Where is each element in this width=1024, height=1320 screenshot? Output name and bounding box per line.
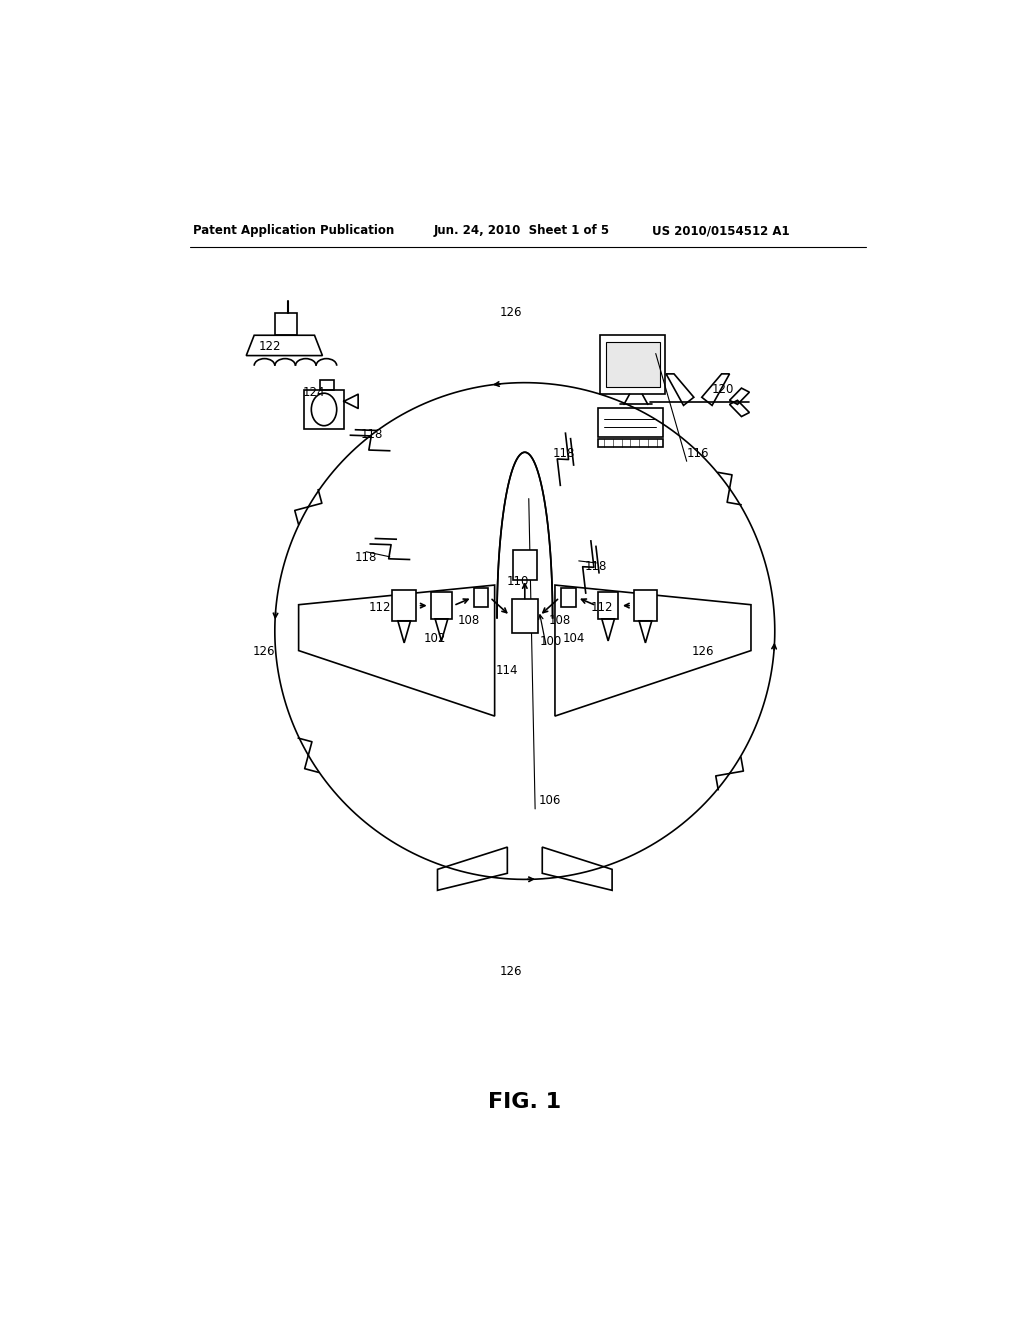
Bar	[598, 440, 663, 447]
Bar	[512, 599, 538, 632]
Text: 126: 126	[500, 965, 522, 978]
Text: 108: 108	[458, 614, 479, 627]
Text: 102: 102	[424, 632, 446, 644]
Text: 104: 104	[563, 632, 586, 644]
Text: 110: 110	[507, 574, 529, 587]
Text: 126: 126	[253, 645, 275, 657]
Text: FIG. 1: FIG. 1	[488, 1092, 561, 1111]
Text: 108: 108	[549, 614, 570, 627]
Text: Patent Application Publication: Patent Application Publication	[194, 224, 394, 238]
Text: 124: 124	[303, 385, 325, 399]
Bar	[274, 313, 297, 335]
Text: Jun. 24, 2010  Sheet 1 of 5: Jun. 24, 2010 Sheet 1 of 5	[433, 224, 609, 238]
Text: 122: 122	[259, 341, 282, 352]
Text: 112: 112	[591, 601, 613, 614]
Bar	[431, 593, 452, 619]
Text: 116: 116	[687, 446, 710, 459]
Text: 106: 106	[539, 795, 561, 808]
Bar	[392, 590, 416, 620]
Text: US 2010/0154512 A1: US 2010/0154512 A1	[652, 224, 790, 238]
Bar	[606, 342, 659, 387]
Bar	[474, 589, 488, 607]
Text: 112: 112	[369, 601, 391, 614]
Bar	[513, 550, 537, 579]
Text: 114: 114	[496, 664, 518, 677]
Bar	[561, 589, 575, 607]
Text: 126: 126	[500, 306, 522, 319]
Text: 120: 120	[712, 383, 733, 396]
Text: 118: 118	[553, 446, 574, 459]
Bar	[304, 391, 344, 429]
Bar	[598, 593, 618, 619]
Text: 100: 100	[540, 635, 562, 648]
Text: 118: 118	[585, 561, 606, 573]
Bar	[600, 335, 666, 395]
Bar	[321, 380, 334, 391]
Bar	[598, 408, 663, 437]
Text: 118: 118	[354, 552, 377, 565]
Bar	[634, 590, 657, 620]
Text: 126: 126	[691, 645, 714, 657]
Text: 118: 118	[360, 429, 383, 441]
